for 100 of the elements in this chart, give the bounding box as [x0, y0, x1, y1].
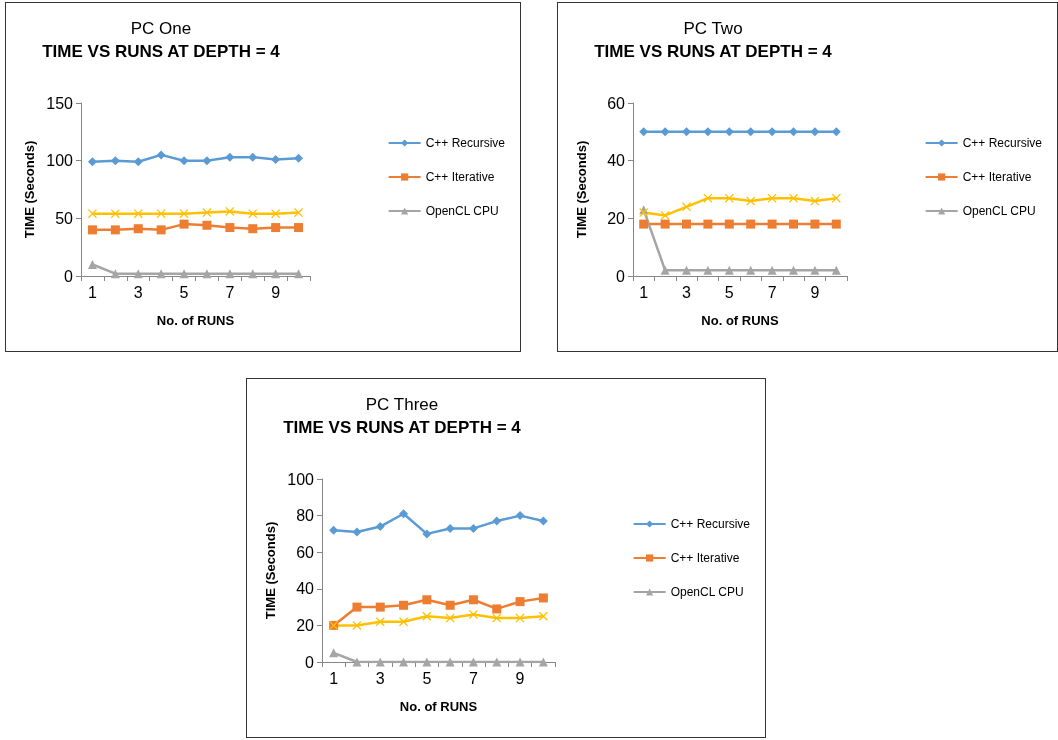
point: [399, 657, 409, 667]
x-tick-label: 7: [225, 283, 235, 301]
chart-title: PC Two: [683, 19, 743, 38]
y-tick-label: 50: [55, 209, 74, 227]
y-tick-label: 40: [607, 152, 626, 170]
point: [156, 209, 166, 219]
y-tick-label: 0: [305, 653, 315, 671]
x-tick-label: 9: [515, 669, 525, 687]
point: [810, 219, 820, 229]
point: [294, 153, 304, 163]
point: [248, 224, 258, 234]
y-tick-label: 20: [296, 616, 315, 634]
x-axis-title: No. of RUNS: [399, 699, 478, 714]
legend-label: C++ Recursive: [425, 136, 506, 150]
point: [515, 597, 525, 607]
point: [133, 224, 143, 234]
point: [202, 208, 212, 218]
point: [639, 219, 649, 229]
point: [660, 219, 670, 229]
point: [87, 209, 97, 219]
point: [225, 206, 235, 216]
point: [492, 604, 502, 614]
point: [538, 657, 548, 667]
point: [789, 265, 798, 275]
point: [110, 269, 120, 279]
legend-label: OpenCL CPU: [425, 204, 499, 218]
point: [225, 152, 235, 162]
point: [746, 219, 756, 229]
point: [831, 219, 841, 229]
point: [515, 657, 525, 667]
point: [682, 265, 691, 275]
point: [352, 602, 362, 612]
y-tick-label: 0: [64, 267, 74, 285]
x-tick-label: 5: [724, 283, 734, 301]
legend-label: C++ Iterative: [962, 170, 1032, 184]
x-tick-label: 3: [375, 669, 385, 687]
y-axis-title: TIME (Seconds): [574, 140, 589, 239]
point: [352, 527, 362, 537]
point: [375, 522, 385, 532]
point: [746, 265, 756, 275]
point: [445, 600, 455, 610]
point: [810, 127, 820, 137]
y-tick-label: 20: [607, 209, 626, 227]
point: [271, 223, 281, 233]
point: [724, 265, 734, 275]
point: [87, 225, 97, 235]
point: [248, 152, 258, 162]
point: [468, 595, 478, 605]
x-axis-title: No. of RUNS: [156, 313, 235, 328]
point: [538, 516, 548, 526]
point: [789, 193, 798, 203]
point: [660, 127, 670, 137]
point: [724, 219, 734, 229]
point: [682, 219, 691, 229]
point: [133, 157, 143, 167]
point: [767, 219, 777, 229]
point: [156, 225, 166, 235]
x-tick-label: 7: [767, 283, 777, 301]
point: [179, 156, 189, 166]
point: [225, 269, 235, 279]
chart-subtitle: TIME VS RUNS AT DEPTH = 4: [42, 42, 281, 61]
point: [179, 269, 189, 279]
y-tick-label: 0: [616, 267, 626, 285]
x-tick-label: 1: [88, 283, 97, 301]
point: [789, 219, 798, 229]
point: [767, 265, 777, 275]
x-tick-label: 5: [422, 669, 432, 687]
point: [179, 219, 189, 229]
point: [492, 516, 502, 526]
x-tick-label: 5: [179, 283, 189, 301]
point: [831, 193, 841, 203]
y-tick-label: 150: [46, 94, 74, 112]
y-axis-title: TIME (Seconds): [22, 140, 37, 239]
point: [789, 127, 798, 137]
point: [294, 269, 304, 279]
legend-label: C++ Recursive: [962, 136, 1043, 150]
point: [746, 196, 756, 206]
point: [422, 657, 432, 667]
point: [399, 509, 409, 519]
point: [110, 156, 120, 166]
point: [271, 269, 281, 279]
point: [682, 202, 691, 212]
point: [831, 127, 841, 137]
legend-label: C++ Recursive: [670, 517, 751, 531]
point: [831, 265, 841, 275]
point: [399, 600, 409, 610]
y-tick-label: 100: [46, 152, 74, 170]
x-tick-label: 1: [639, 283, 649, 301]
point: [767, 127, 777, 137]
point: [202, 220, 212, 230]
point: [660, 210, 670, 220]
x-tick-label: 1: [329, 669, 339, 687]
point: [703, 219, 713, 229]
y-tick-label: 100: [287, 470, 315, 488]
point: [746, 127, 756, 137]
point: [87, 157, 97, 167]
point: [110, 225, 120, 235]
point: [271, 155, 281, 165]
point: [492, 613, 502, 623]
point: [492, 657, 502, 667]
